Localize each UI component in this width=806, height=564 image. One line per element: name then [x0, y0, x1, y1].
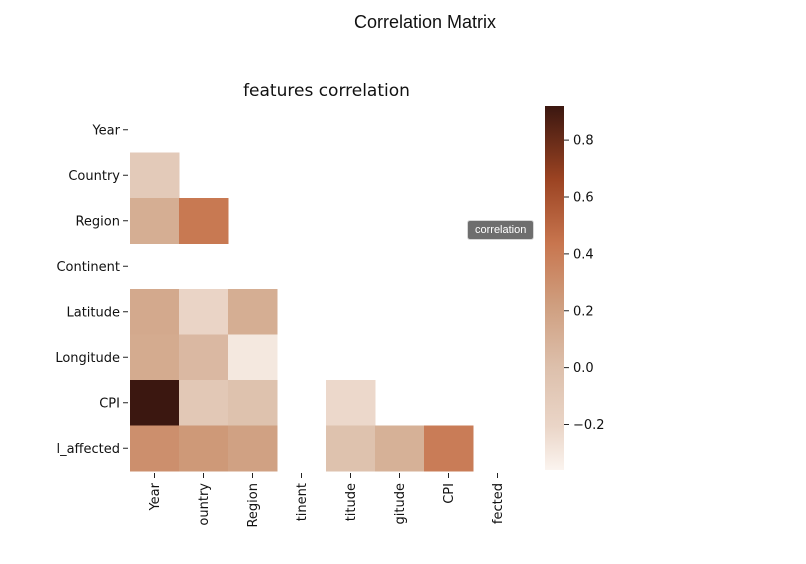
x-tick-label: Year [148, 482, 163, 511]
y-tick-label: Region [75, 214, 120, 229]
chart-title: features correlation [243, 81, 410, 101]
colorbar-tick-label: 0.2 [573, 304, 594, 319]
heatmap-cell-6-2 [228, 380, 278, 426]
heatmap-cell-7-0 [130, 425, 180, 472]
heatmap-cell-6-4 [326, 380, 376, 426]
heatmap-cell-6-1 [179, 380, 229, 426]
x-tick-label: Region [246, 483, 261, 528]
x-tick-label: tinent [295, 483, 310, 521]
colorbar-tick-label: −0.2 [573, 418, 605, 433]
y-tick-label: Longitude [55, 351, 120, 366]
heatmap-cell-1-0 [130, 152, 180, 199]
colorbar [545, 106, 564, 470]
heatmap-cell-2-1 [179, 198, 229, 244]
heatmap-cell-6-0 [130, 380, 180, 426]
y-tick-label: Country [68, 169, 120, 184]
x-tick-label: fected [491, 483, 506, 524]
colorbar-tick-label: 0.0 [573, 361, 594, 376]
heatmap-cell-7-4 [326, 425, 376, 472]
heatmap-cell-2-0 [130, 198, 180, 244]
heatmap-cell-4-1 [179, 289, 229, 335]
y-tick-label: Latitude [66, 305, 120, 320]
tooltip: correlation [467, 220, 535, 240]
colorbar-tick-label: 0.6 [573, 191, 594, 206]
x-tick-label: CPI [442, 483, 457, 504]
heatmap-cell-4-2 [228, 289, 278, 335]
heatmap-cell-7-6 [424, 425, 474, 472]
heatmap-cell-5-1 [179, 334, 229, 381]
y-tick-label: l_affected [56, 442, 120, 457]
heatmap-cell-5-0 [130, 334, 180, 381]
y-tick-label: CPI [99, 396, 120, 411]
x-tick-label: gitude [393, 483, 408, 524]
x-tick-label: titude [344, 483, 359, 521]
x-tick-label: ountry [197, 483, 212, 526]
heatmap-cell-7-2 [228, 425, 278, 472]
heatmap-cell-7-1 [179, 425, 229, 472]
colorbar-tick-label: 0.8 [573, 134, 594, 149]
y-tick-label: Continent [56, 260, 120, 275]
heatmap-cell-7-5 [375, 425, 425, 472]
page-title: Correlation Matrix [353, 12, 497, 32]
y-tick-label: Year [91, 123, 120, 138]
colorbar-tick-label: 0.4 [573, 247, 594, 262]
heatmap-cell-4-0 [130, 289, 180, 335]
heatmap-cell-5-2 [228, 334, 278, 381]
